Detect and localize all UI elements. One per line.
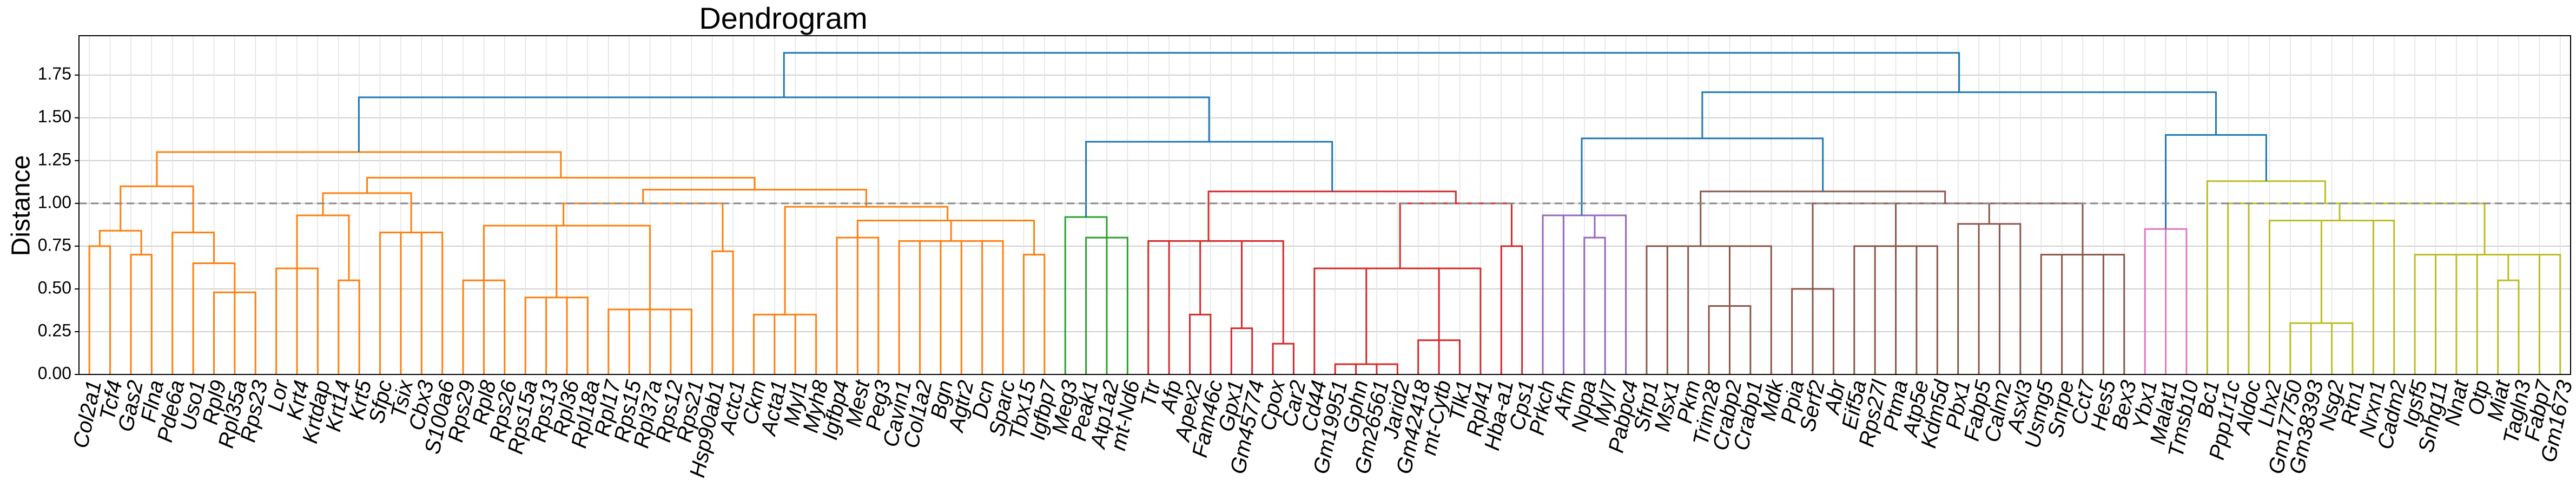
dendrogram-link <box>1542 214 1627 374</box>
dendrogram-link <box>1581 137 1824 215</box>
dendrogram-link <box>120 185 194 233</box>
dendrogram-link <box>322 192 412 233</box>
dendrogram-link <box>1272 343 1294 374</box>
leaf-label: Ttr <box>1137 377 1166 409</box>
y-tick-label: 1.75 <box>38 64 71 83</box>
dendrogram-link <box>130 254 153 374</box>
dendrogram-link <box>1708 305 1752 374</box>
dendrogram-link <box>2289 322 2354 374</box>
y-tick-label: 0.50 <box>38 278 71 297</box>
dendrogram-link <box>2040 254 2125 374</box>
dendrogram-link <box>213 291 256 374</box>
dendrogram-link <box>1085 236 1128 374</box>
dendrogram-link <box>1853 245 1938 374</box>
y-tick-label: 1.00 <box>38 192 71 212</box>
y-tick-label: 1.50 <box>38 107 71 126</box>
dendrogram-link <box>1646 245 1772 374</box>
dendrogram-link <box>366 176 756 193</box>
dendrogram-link <box>1701 91 2217 139</box>
dendrogram-link <box>88 245 111 374</box>
dendrogram-link <box>1700 190 1946 246</box>
dendrogram-link <box>2414 254 2561 374</box>
chart-title: Dendrogram <box>699 1 867 35</box>
dendrogram-link <box>524 297 589 374</box>
dendrogram-link <box>1147 240 1284 374</box>
dendrogram-link <box>1399 202 1512 268</box>
dendrogram-link <box>898 240 1004 374</box>
dendrogram-link <box>1417 339 1461 374</box>
dendrogram-link <box>2497 279 2520 374</box>
dendrogram-link <box>379 232 444 374</box>
dendrogram-link <box>1189 313 1212 374</box>
dendrogram-link <box>1500 245 1523 374</box>
dendrogram-link <box>607 308 692 374</box>
dendrogram-link <box>2165 134 2267 229</box>
dendrogram-link <box>711 250 734 374</box>
dendrogram-link <box>752 313 817 374</box>
y-tick-label: 0.25 <box>38 320 71 340</box>
dendrogram-link <box>483 225 651 310</box>
y-tick-label: 1.25 <box>38 149 71 169</box>
y-tick-label: 0.75 <box>38 235 71 254</box>
dendrogram-link <box>642 189 867 207</box>
dendrogram-link <box>358 96 1210 152</box>
dendrogram-link <box>1313 267 1482 374</box>
dendrogram-link <box>296 214 350 281</box>
dendrogram-link <box>462 279 506 374</box>
dendrogram-link <box>836 236 880 374</box>
dendrogram-link <box>783 52 1960 97</box>
dendrogram-link <box>1022 254 1046 374</box>
dendrogram-link <box>1230 327 1253 374</box>
y-axis-label: Distance <box>7 155 36 256</box>
dendrogram-link <box>338 279 360 374</box>
dendrogram-link <box>856 219 1035 255</box>
dendrogram-link <box>1583 236 1606 374</box>
dendrogram-link <box>1334 363 1398 374</box>
dendrogram-link <box>1957 223 2022 374</box>
dendrogram-link <box>2206 180 2326 374</box>
dendrogram-link <box>784 206 949 315</box>
y-tick-label: 0.00 <box>38 363 71 383</box>
dendrogram-link <box>156 151 562 187</box>
dendrogram-link <box>171 232 215 374</box>
dendrogram-link <box>275 267 319 374</box>
dendrogram-link <box>1207 190 1457 241</box>
dendrogram-link <box>2268 219 2395 374</box>
plot-frame <box>78 35 2571 375</box>
dendrogram-link <box>98 229 142 255</box>
dendrogram-link <box>192 262 236 374</box>
dendrogram-link <box>2144 228 2188 374</box>
